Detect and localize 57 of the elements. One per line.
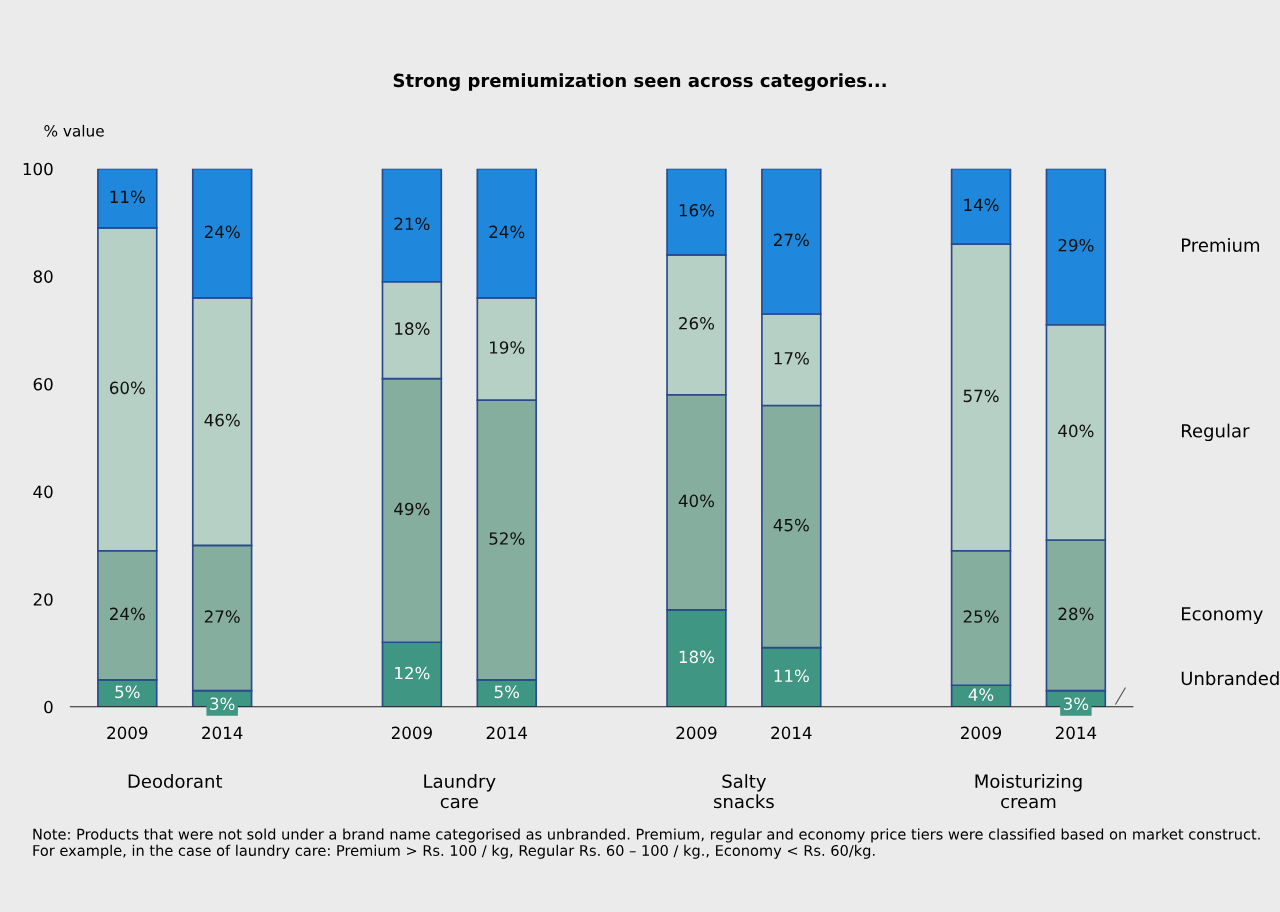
data-label: 3% (210, 697, 235, 711)
text: Economy (1182, 607, 1263, 625)
data-label: 29% (1058, 238, 1094, 252)
data-label: 45% (773, 518, 809, 532)
data-label: 24% (489, 225, 525, 239)
data-label: 5% (115, 685, 140, 699)
x-tick-label: 2009 (676, 726, 717, 740)
data-label: 19% (490, 341, 525, 354)
data-label: 14% (964, 198, 999, 212)
data-label: 3% (1063, 697, 1089, 711)
text: Laundry care (424, 774, 496, 809)
x-tick-label: 2014 (771, 726, 812, 740)
data-label: 24% (110, 607, 145, 621)
x-tick-label: 2009 (391, 726, 432, 740)
text: Note: Products that were not sold under a brand name categorised as unbranded. Premium, regular and economy price tiers were classified based on market construct. For example, in the case of laundry care: Premium > Rs. 100 / kg, Regular Rs. 60 – 100 / kg., Economy < Rs. 60/kg. (33, 828, 1260, 859)
x-tick-label: 2014 (486, 726, 528, 740)
y-tick-label: 40 (33, 485, 53, 499)
data-label: 18% (395, 322, 430, 335)
chart-title: Strong premiumization seen across categories... (393, 73, 886, 91)
data-label: 49% (394, 502, 430, 516)
text: Salty snacks (714, 774, 774, 809)
data-label: 52% (489, 532, 525, 545)
data-label: 16% (679, 204, 715, 217)
data-label: 57% (963, 389, 999, 403)
y-tick-label: 0 (44, 700, 53, 714)
data-label: 25% (963, 610, 999, 623)
data-label: 24% (204, 225, 240, 239)
data-label: 40% (678, 494, 715, 508)
x-tick-label: 2014 (202, 726, 243, 740)
data-label: 11% (110, 190, 145, 204)
data-label: 26% (679, 316, 715, 330)
data-label: 4% (968, 688, 994, 701)
data-label: 27% (204, 610, 240, 623)
data-label: 40% (1058, 424, 1094, 438)
data-label: 28% (1058, 607, 1094, 621)
y-tick-label: 80 (33, 270, 53, 283)
text: Regular (1182, 423, 1250, 442)
text: Moisturizing cream (975, 774, 1082, 809)
data-label: 17% (774, 351, 809, 365)
data-label: 12% (395, 666, 430, 680)
data-label: 27% (774, 233, 809, 247)
y-tick-label: 20 (33, 593, 53, 606)
data-label: 21% (394, 217, 430, 231)
text: Premium (1182, 238, 1260, 252)
data-label: 60% (109, 381, 145, 395)
y-tick-label: 60 (33, 377, 53, 391)
x-tick-label: 2014 (1055, 726, 1097, 740)
data-label: 5% (494, 685, 520, 699)
data-label: 11% (774, 669, 809, 683)
text: Unbranded (1181, 671, 1279, 686)
x-tick-label: 2009 (961, 726, 1002, 740)
text: Deodorant (128, 774, 223, 789)
data-label: 18% (679, 650, 715, 664)
y-tick-label: 100 (23, 162, 53, 176)
x-tick-label: 2009 (107, 726, 148, 740)
data-label: 46% (204, 413, 240, 427)
y-axis-title: % value (44, 124, 104, 137)
